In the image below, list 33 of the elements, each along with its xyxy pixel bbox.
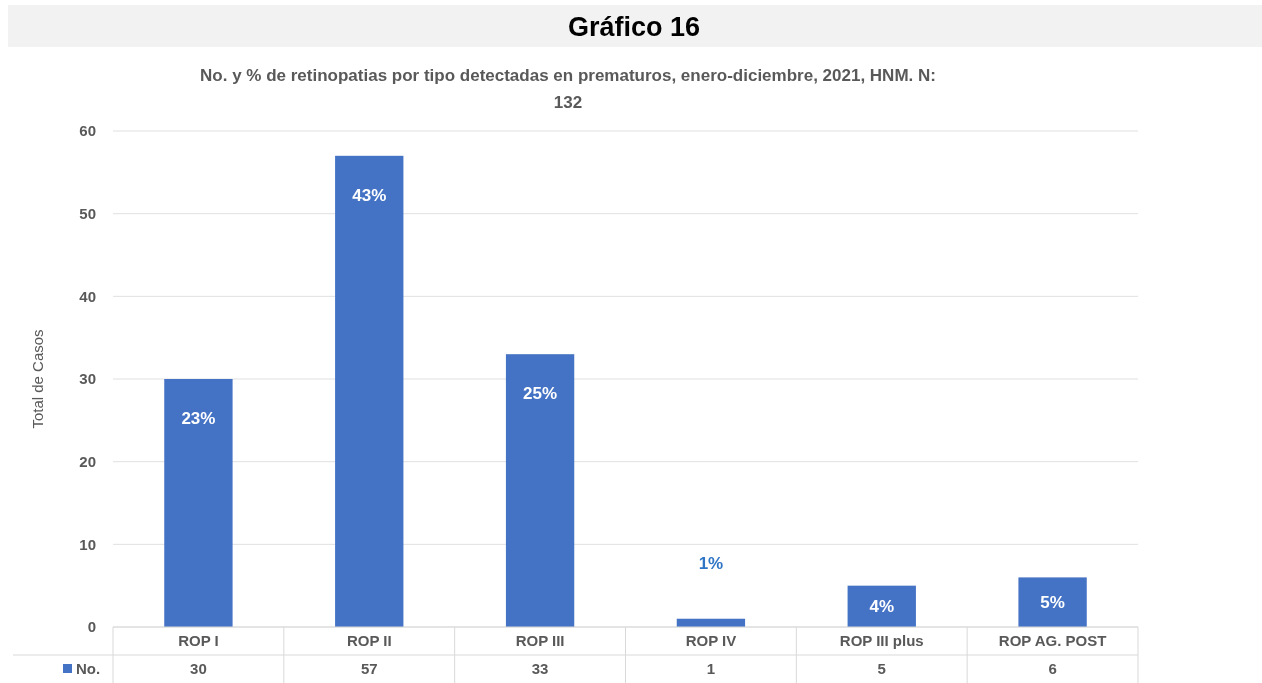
chart-subtitle: No. y % de retinopatias por tipo detectadas en prematuros, enero-diciembre, 2021, HNM. N: 132: [200, 66, 936, 112]
bar: [164, 379, 233, 627]
x-tick-label: ROP II: [346, 632, 392, 649]
data-label: 57: [360, 660, 378, 677]
x-tick-label: ROP III: [515, 632, 565, 649]
annotation: 4%: [869, 597, 895, 617]
legend-label: No.: [76, 660, 101, 677]
x-tick-label: ROP AG. POST: [998, 632, 1107, 649]
x-tick-label: ROP IV: [685, 632, 737, 649]
x-tick-label: ROP I: [178, 632, 219, 649]
annotation: 1%: [698, 553, 724, 573]
data-label: 1: [706, 660, 716, 677]
data-label: 33: [531, 660, 549, 677]
bar: [335, 155, 404, 627]
x-tick-label: ROP III plus: [839, 632, 924, 649]
y-tick-label: 50: [79, 204, 96, 222]
y-tick-label: 0: [87, 618, 96, 636]
bar: [1018, 577, 1087, 627]
annotation: 43%: [352, 185, 387, 205]
y-tick-label: 20: [79, 452, 96, 470]
y-axis-title: Total de Casos: [29, 329, 46, 429]
y-tick-label: 40: [79, 287, 96, 305]
y-tick-label: 60: [79, 122, 96, 140]
data-label: 6: [1048, 660, 1057, 677]
data-label: 30: [190, 660, 207, 677]
bar: [505, 354, 575, 627]
annotation: 25%: [523, 384, 558, 404]
chart-title: Gráfico 16: [567, 12, 701, 42]
y-tick-label: 10: [79, 535, 96, 553]
annotation: 23%: [181, 409, 216, 428]
y-tick-label: 30: [79, 370, 96, 388]
annotation: 5%: [1040, 593, 1065, 613]
data-label: 5: [877, 660, 886, 677]
